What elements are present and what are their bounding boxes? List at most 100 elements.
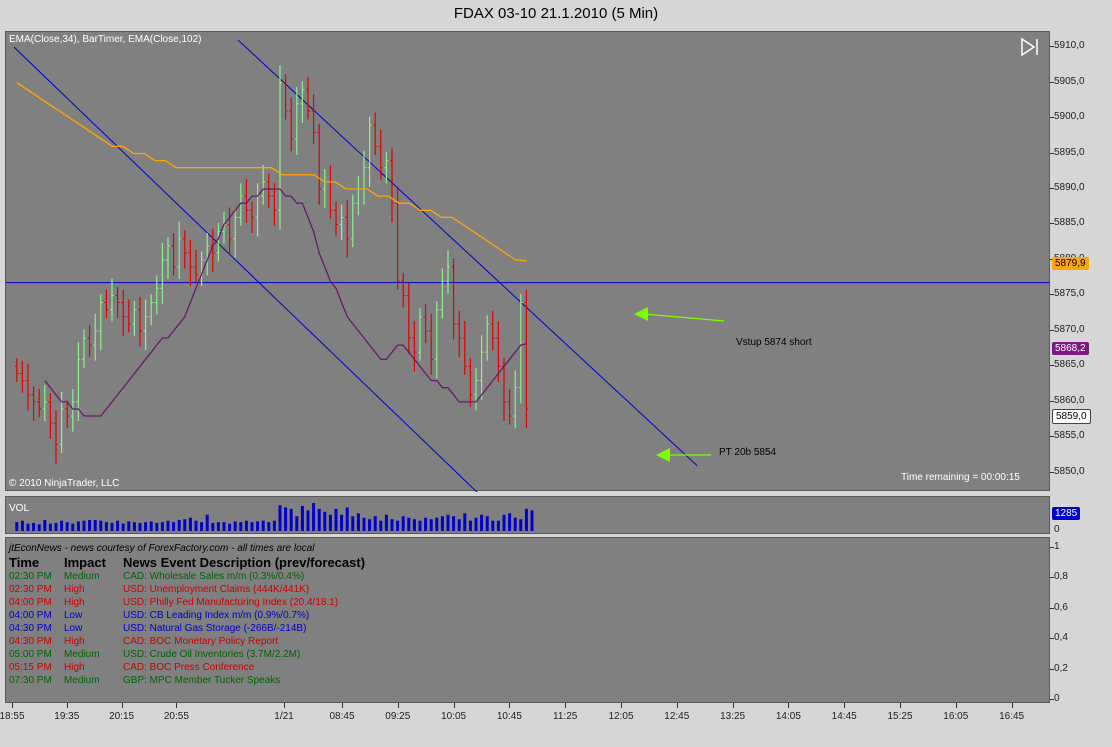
volume-bar <box>401 516 405 531</box>
time-tick-mark <box>621 703 622 708</box>
time-tick-label: 18:55 <box>0 711 25 722</box>
volume-bar <box>88 519 92 531</box>
ema102-line <box>16 82 527 262</box>
news-row-impact: High <box>64 597 85 608</box>
volume-bar <box>457 519 461 531</box>
volume-bar <box>519 519 523 531</box>
time-tick-mark <box>900 703 901 708</box>
time-tick-mark <box>397 703 399 708</box>
news-row-time: 04:30 PM <box>9 623 52 634</box>
time-axis: 18:55 19:35 20:15 20:55 1/21 08:45 09:25 10:05 1… <box>0 703 1112 747</box>
volume-bar <box>166 520 170 531</box>
price-tick-label: 5850,0 <box>1054 465 1085 477</box>
volume-bar <box>424 517 428 531</box>
time-tick-label: 11:25 <box>553 711 578 722</box>
price-tick-mark <box>1050 81 1054 83</box>
volume-bar <box>32 522 36 531</box>
time-tick-label: 20:55 <box>163 711 189 722</box>
volume-bar <box>138 522 142 531</box>
volume-bar <box>530 510 534 531</box>
price-tick-mark <box>1050 471 1054 473</box>
time-tick-label: 16:05 <box>943 711 969 722</box>
time-tick-mark <box>1011 703 1013 708</box>
news-header-description: News Event Description (prev/forecast) <box>123 555 366 570</box>
time-tick-label: 12:45 <box>664 711 690 722</box>
volume-bar <box>368 519 372 531</box>
news-axis: 1 0,8 0,6 0,4 0,2 0 <box>1050 537 1112 704</box>
time-tick-mark <box>12 703 13 708</box>
volume-bar <box>261 520 265 531</box>
volume-pane[interactable]: VOL <box>5 496 1050 534</box>
volume-bar <box>480 514 484 531</box>
news-row-impact: Medium <box>64 675 100 686</box>
time-tick-label: 10:05 <box>441 711 467 722</box>
time-tick-mark <box>66 703 68 708</box>
volume-bar <box>82 520 86 531</box>
news-pane[interactable]: jtEconNews - news courtesy of ForexFacto… <box>5 537 1050 703</box>
time-tick-mark <box>732 703 734 708</box>
volume-bar <box>508 513 512 531</box>
news-row-description: GBP: MPC Member Tucker Speaks <box>123 675 281 686</box>
price-tick-mark <box>1050 294 1054 296</box>
volume-bar <box>440 516 444 531</box>
volume-bar <box>110 522 114 531</box>
volume-bar <box>65 522 69 531</box>
volume-bar <box>463 513 467 531</box>
time-tick-label: 1/21 <box>274 711 294 722</box>
time-tick-label: 16:45 <box>999 711 1025 722</box>
volume-bar <box>412 519 416 531</box>
volume-bar <box>373 516 377 531</box>
news-header-impact: Impact <box>64 555 106 570</box>
volume-bar <box>491 520 495 531</box>
volume-bar <box>216 522 220 531</box>
news-row-time: 02:30 PM <box>9 571 52 582</box>
time-tick-mark <box>342 703 343 708</box>
ema34-line <box>44 188 527 417</box>
last-price-badge: 5859,0 <box>1052 409 1091 424</box>
volume-bar <box>379 520 383 531</box>
price-tick-label: 5865,0 <box>1054 359 1085 371</box>
volume-bar <box>160 522 164 531</box>
news-row-description: CAD: BOC Press Conference <box>123 662 255 673</box>
volume-bar <box>76 521 80 531</box>
price-tick-mark <box>1050 223 1054 225</box>
volume-bar <box>48 523 52 531</box>
volume-bar <box>384 514 388 531</box>
price-tick-label: 5890,0 <box>1054 182 1085 193</box>
indicators-label: EMA(Close,34), BarTimer, EMA(Close,102) <box>9 34 202 45</box>
volume-bar <box>172 522 176 531</box>
volume-bar <box>485 516 489 531</box>
volume-bar <box>496 520 500 531</box>
news-row-impact: High <box>64 584 85 595</box>
time-tick-label: 15:25 <box>887 711 913 722</box>
volume-bar <box>155 522 159 531</box>
volume-bar <box>474 517 478 531</box>
price-tick-label: 5870,0 <box>1054 323 1085 335</box>
volume-bar <box>127 521 131 531</box>
volume-bar <box>99 520 103 531</box>
news-axis-tick-mark <box>1050 607 1054 609</box>
price-pane[interactable]: EMA(Close,34), BarTimer, EMA(Close,102) … <box>5 31 1051 492</box>
volume-bar <box>20 520 24 531</box>
news-axis-tick-label: 1 <box>1054 541 1060 552</box>
volume-bar <box>502 514 506 531</box>
time-tick-mark <box>509 703 511 708</box>
target-annotation: PT 20b 5854 <box>719 447 777 458</box>
news-row-description: USD: Philly Fed Manufacturing Index (20.… <box>123 597 339 608</box>
volume-bar <box>244 520 248 531</box>
time-tick-label: 10:45 <box>496 711 522 722</box>
volume-bar <box>26 523 30 531</box>
price-tick-label: 5875,0 <box>1054 288 1085 300</box>
scroll-end-icon[interactable] <box>1019 36 1043 58</box>
volume-bar <box>340 514 344 531</box>
setup-arrow-head <box>634 307 648 321</box>
price-tick-mark <box>1050 365 1054 367</box>
volume-bar <box>513 517 517 531</box>
volume-bar <box>149 521 153 531</box>
volume-bar <box>222 522 226 531</box>
news-row-impact: Medium <box>64 571 100 582</box>
chart-title: FDAX 03-10 21.1.2010 (5 Min) <box>453 5 659 22</box>
price-tick-mark <box>1050 400 1054 402</box>
volume-bar <box>284 507 288 531</box>
news-source-note: jtEconNews - news courtesy of ForexFacto… <box>9 543 315 554</box>
